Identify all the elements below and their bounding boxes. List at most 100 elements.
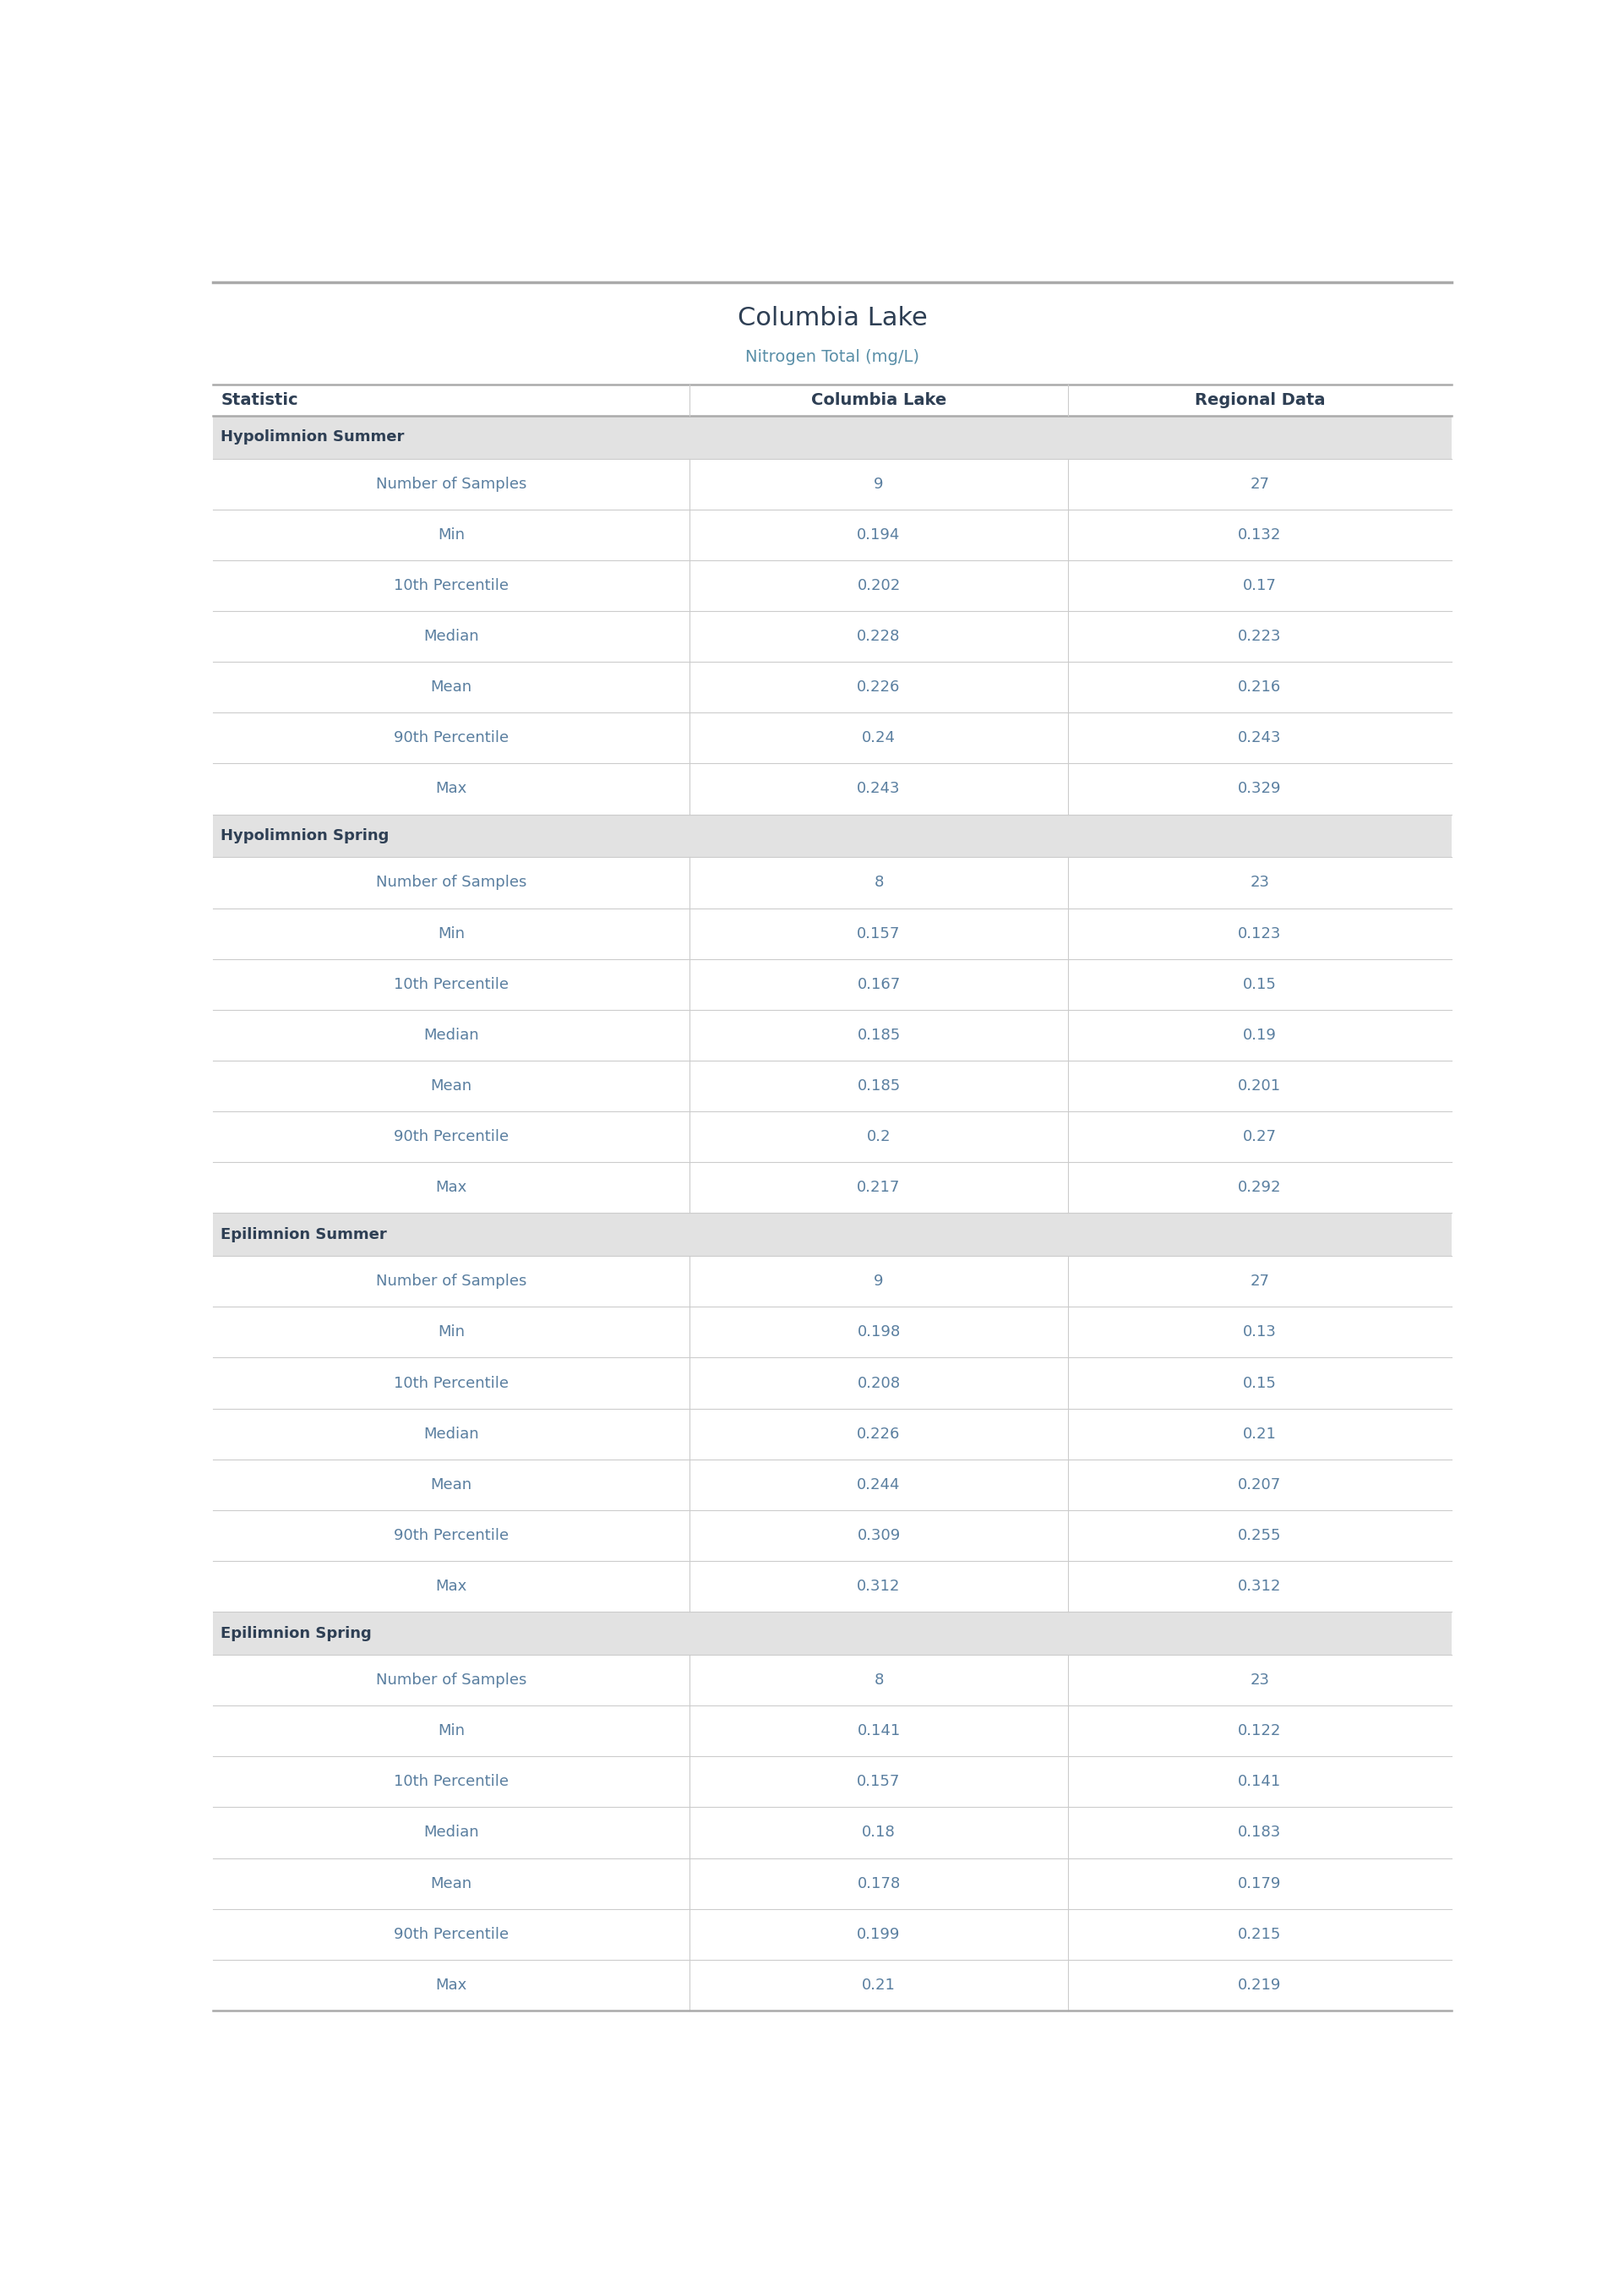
Bar bbox=[213, 1162, 1452, 1212]
Text: Mean: Mean bbox=[430, 1078, 473, 1094]
Bar bbox=[213, 763, 1452, 815]
Text: 0.243: 0.243 bbox=[1237, 731, 1281, 745]
Text: 0.141: 0.141 bbox=[1237, 1775, 1281, 1789]
Bar bbox=[213, 815, 1452, 858]
Text: 0.292: 0.292 bbox=[1237, 1180, 1281, 1196]
Text: 0.132: 0.132 bbox=[1237, 527, 1281, 543]
Text: 0.226: 0.226 bbox=[857, 679, 900, 695]
Text: 0.207: 0.207 bbox=[1237, 1478, 1281, 1491]
Bar bbox=[213, 713, 1452, 763]
Text: Mean: Mean bbox=[430, 679, 473, 695]
Text: 0.202: 0.202 bbox=[857, 579, 900, 592]
Text: 0.312: 0.312 bbox=[1237, 1578, 1281, 1594]
Text: 0.2: 0.2 bbox=[867, 1128, 892, 1144]
Text: 0.141: 0.141 bbox=[857, 1723, 900, 1739]
Bar bbox=[213, 858, 1452, 908]
Text: Median: Median bbox=[424, 1426, 479, 1441]
Text: Max: Max bbox=[435, 1578, 468, 1594]
Text: 9: 9 bbox=[874, 1273, 883, 1289]
Text: 0.194: 0.194 bbox=[857, 527, 900, 543]
Bar bbox=[213, 1308, 1452, 1357]
Text: 0.243: 0.243 bbox=[857, 781, 901, 797]
Text: 0.17: 0.17 bbox=[1242, 579, 1276, 592]
Text: 0.215: 0.215 bbox=[1237, 1927, 1281, 1941]
Text: 8: 8 bbox=[874, 1673, 883, 1689]
Text: Min: Min bbox=[438, 926, 464, 942]
Bar bbox=[213, 459, 1452, 508]
Bar bbox=[213, 1909, 1452, 1959]
Text: 0.199: 0.199 bbox=[857, 1927, 900, 1941]
Text: 0.226: 0.226 bbox=[857, 1426, 900, 1441]
Text: Min: Min bbox=[438, 1723, 464, 1739]
Text: 10th Percentile: 10th Percentile bbox=[395, 1775, 508, 1789]
Text: 0.21: 0.21 bbox=[862, 1977, 895, 1993]
Bar bbox=[213, 1212, 1452, 1255]
Text: 0.309: 0.309 bbox=[857, 1528, 900, 1544]
Bar bbox=[213, 1010, 1452, 1060]
Text: 0.185: 0.185 bbox=[857, 1028, 900, 1042]
Text: 10th Percentile: 10th Percentile bbox=[395, 976, 508, 992]
Text: 0.179: 0.179 bbox=[1237, 1875, 1281, 1891]
Bar bbox=[213, 1255, 1452, 1308]
Bar bbox=[213, 1705, 1452, 1757]
Bar bbox=[213, 561, 1452, 611]
Bar bbox=[213, 663, 1452, 713]
Text: 0.123: 0.123 bbox=[1237, 926, 1281, 942]
Text: Mean: Mean bbox=[430, 1875, 473, 1891]
Text: Mean: Mean bbox=[430, 1478, 473, 1491]
Text: 0.223: 0.223 bbox=[1237, 629, 1281, 645]
Text: Hypolimnion Summer: Hypolimnion Summer bbox=[221, 429, 404, 445]
Text: Median: Median bbox=[424, 1028, 479, 1042]
Text: 23: 23 bbox=[1250, 874, 1270, 890]
Text: 0.216: 0.216 bbox=[1237, 679, 1281, 695]
Text: Regional Data: Regional Data bbox=[1195, 393, 1325, 409]
Text: 0.198: 0.198 bbox=[857, 1326, 900, 1339]
Bar bbox=[213, 415, 1452, 459]
Text: 0.27: 0.27 bbox=[1242, 1128, 1276, 1144]
Text: 27: 27 bbox=[1250, 1273, 1270, 1289]
Bar bbox=[213, 611, 1452, 663]
Text: Epilimnion Summer: Epilimnion Summer bbox=[221, 1226, 387, 1242]
Text: 90th Percentile: 90th Percentile bbox=[393, 731, 508, 745]
Text: 0.167: 0.167 bbox=[857, 976, 900, 992]
Bar bbox=[213, 384, 1452, 415]
Text: Median: Median bbox=[424, 1825, 479, 1841]
Text: 0.201: 0.201 bbox=[1237, 1078, 1281, 1094]
Text: 90th Percentile: 90th Percentile bbox=[393, 1128, 508, 1144]
Text: 0.157: 0.157 bbox=[857, 1775, 900, 1789]
Bar bbox=[213, 1959, 1452, 2011]
Text: 0.208: 0.208 bbox=[857, 1376, 900, 1392]
Text: 0.21: 0.21 bbox=[1242, 1426, 1276, 1441]
Text: Max: Max bbox=[435, 1977, 468, 1993]
Text: 10th Percentile: 10th Percentile bbox=[395, 1376, 508, 1392]
Text: Max: Max bbox=[435, 1180, 468, 1196]
Text: 0.19: 0.19 bbox=[1242, 1028, 1276, 1042]
Text: Columbia Lake: Columbia Lake bbox=[810, 393, 947, 409]
Text: 0.15: 0.15 bbox=[1242, 1376, 1276, 1392]
Bar bbox=[213, 1357, 1452, 1407]
Text: Number of Samples: Number of Samples bbox=[377, 477, 526, 493]
Text: 90th Percentile: 90th Percentile bbox=[393, 1528, 508, 1544]
Text: Min: Min bbox=[438, 1326, 464, 1339]
Text: 0.183: 0.183 bbox=[1237, 1825, 1281, 1841]
Text: 0.178: 0.178 bbox=[857, 1875, 900, 1891]
Text: 0.329: 0.329 bbox=[1237, 781, 1281, 797]
Text: 0.312: 0.312 bbox=[857, 1578, 900, 1594]
Text: 27: 27 bbox=[1250, 477, 1270, 493]
Text: Hypolimnion Spring: Hypolimnion Spring bbox=[221, 829, 390, 844]
Text: 0.185: 0.185 bbox=[857, 1078, 900, 1094]
Text: 8: 8 bbox=[874, 874, 883, 890]
Bar bbox=[213, 1757, 1452, 1807]
Text: 9: 9 bbox=[874, 477, 883, 493]
Bar bbox=[213, 1612, 1452, 1655]
Text: 0.24: 0.24 bbox=[862, 731, 896, 745]
Text: 10th Percentile: 10th Percentile bbox=[395, 579, 508, 592]
Bar bbox=[213, 1655, 1452, 1705]
Text: Number of Samples: Number of Samples bbox=[377, 874, 526, 890]
Text: 0.13: 0.13 bbox=[1242, 1326, 1276, 1339]
Text: 0.15: 0.15 bbox=[1242, 976, 1276, 992]
Text: 0.244: 0.244 bbox=[857, 1478, 901, 1491]
Bar bbox=[213, 1510, 1452, 1562]
Bar bbox=[213, 1807, 1452, 1859]
Text: 0.122: 0.122 bbox=[1237, 1723, 1281, 1739]
